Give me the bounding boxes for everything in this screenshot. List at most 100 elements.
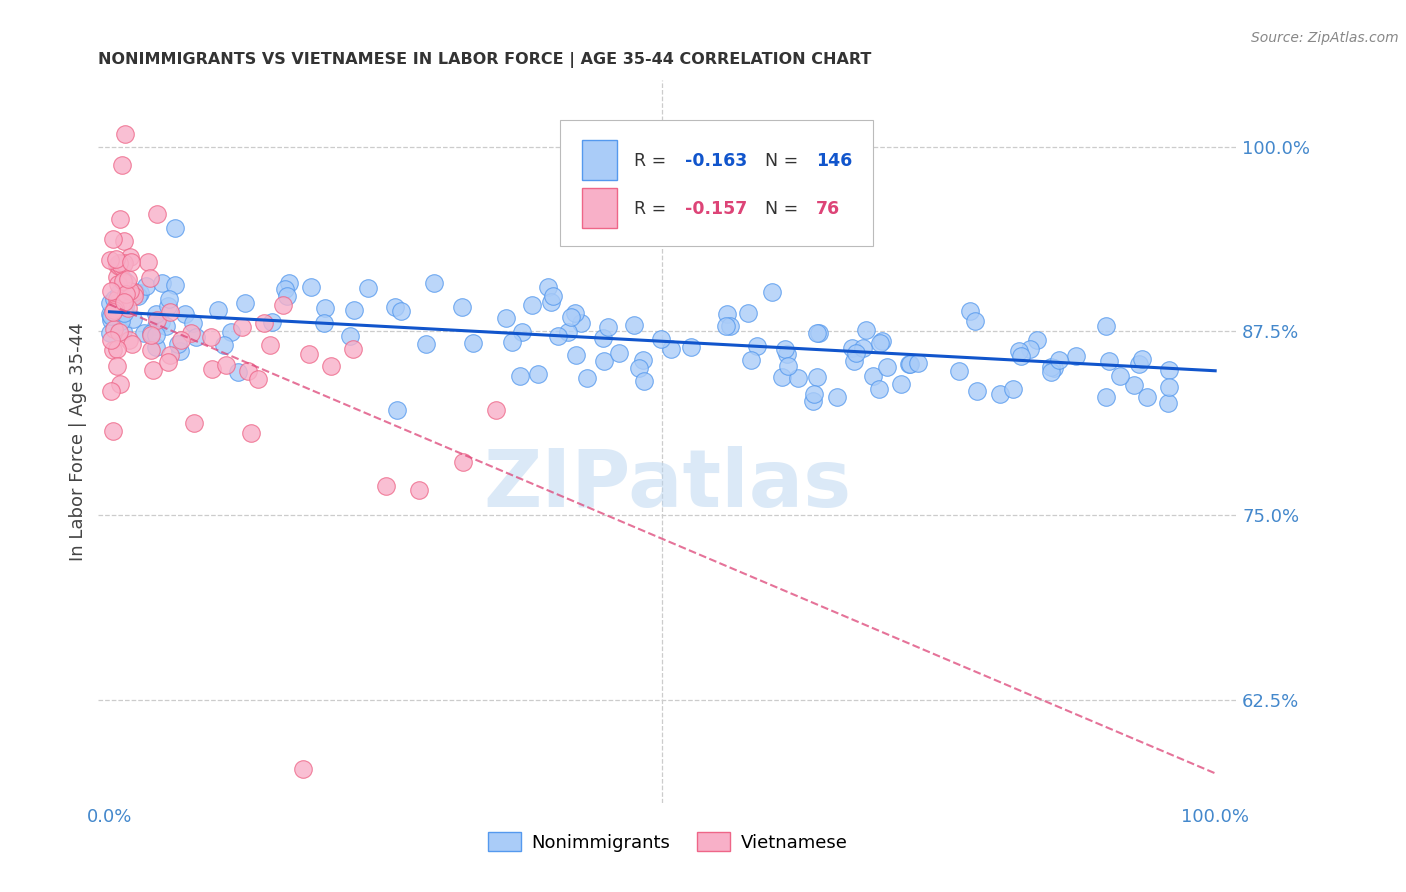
Point	[136, 254, 159, 268]
Text: -0.163: -0.163	[685, 153, 747, 170]
Point	[716, 319, 738, 334]
Point	[273, 298, 295, 312]
Point	[169, 343, 191, 358]
Point	[1001, 382, 1024, 396]
Point	[115, 287, 138, 301]
Point	[770, 370, 793, 384]
Point	[107, 270, 129, 285]
Point	[110, 260, 132, 274]
Point	[103, 302, 125, 317]
Point	[557, 326, 579, 340]
Point	[145, 307, 167, 321]
Text: N =: N =	[765, 200, 803, 218]
Point	[100, 312, 122, 326]
Point	[159, 304, 181, 318]
Point	[120, 284, 142, 298]
Point	[628, 360, 651, 375]
Point	[453, 455, 475, 469]
Point	[633, 374, 655, 388]
Point	[127, 289, 149, 303]
Point	[145, 318, 167, 333]
Point	[236, 364, 259, 378]
Point	[112, 324, 135, 338]
Point	[132, 326, 155, 341]
Legend: Nonimmigrants, Vietnamese: Nonimmigrants, Vietnamese	[481, 825, 855, 859]
Point	[342, 342, 364, 356]
Point	[510, 325, 533, 339]
Point	[803, 387, 825, 401]
Point	[107, 294, 129, 309]
Point	[1095, 390, 1118, 404]
Point	[776, 346, 799, 360]
Point	[105, 359, 128, 373]
Point	[274, 282, 297, 296]
Point	[233, 296, 256, 310]
Point	[139, 343, 162, 358]
Point	[1156, 396, 1178, 410]
Point	[868, 382, 890, 396]
Point	[423, 276, 446, 290]
Point	[200, 330, 222, 344]
Point	[117, 333, 139, 347]
Point	[201, 362, 224, 376]
Point	[845, 345, 868, 359]
Point	[231, 319, 253, 334]
Point	[100, 252, 122, 267]
Point	[1040, 360, 1063, 375]
Point	[988, 387, 1011, 401]
Point	[122, 285, 145, 299]
Point	[145, 340, 167, 354]
Point	[461, 336, 484, 351]
Point	[890, 376, 912, 391]
Point	[111, 158, 134, 172]
Point	[740, 353, 762, 368]
Point	[159, 292, 181, 306]
Point	[135, 279, 157, 293]
Point	[105, 292, 128, 306]
Point	[155, 318, 177, 333]
Point	[100, 307, 122, 321]
Point	[547, 329, 569, 343]
Point	[214, 338, 236, 352]
Point	[520, 298, 543, 312]
Point	[1025, 334, 1047, 348]
Point	[569, 316, 592, 330]
Point	[157, 355, 180, 369]
Point	[374, 479, 396, 493]
Point	[299, 280, 322, 294]
Point	[122, 312, 145, 326]
Text: -0.157: -0.157	[685, 200, 747, 218]
Point	[718, 319, 741, 334]
Point	[101, 424, 124, 438]
Text: N =: N =	[765, 153, 803, 170]
Point	[100, 310, 122, 324]
Point	[897, 357, 920, 371]
Point	[100, 296, 122, 310]
Point	[339, 329, 361, 343]
Point	[110, 296, 132, 310]
Point	[107, 304, 129, 318]
Point	[855, 323, 877, 337]
Point	[384, 301, 406, 315]
Point	[100, 326, 122, 340]
Point	[1157, 379, 1180, 393]
Point	[240, 425, 263, 440]
Point	[1128, 357, 1150, 371]
Point	[966, 384, 988, 398]
Point	[659, 342, 682, 356]
Point	[876, 359, 898, 374]
Point	[112, 295, 135, 310]
Point	[112, 273, 135, 287]
Point	[801, 393, 824, 408]
Point	[121, 337, 143, 351]
Point	[110, 314, 132, 328]
Point	[104, 301, 127, 315]
Text: NONIMMIGRANTS VS VIETNAMESE IN LABOR FORCE | AGE 35-44 CORRELATION CHART: NONIMMIGRANTS VS VIETNAMESE IN LABOR FOR…	[98, 52, 872, 68]
Point	[565, 348, 588, 362]
Point	[737, 306, 759, 320]
Point	[451, 301, 474, 315]
Point	[101, 305, 124, 319]
Point	[389, 303, 412, 318]
Point	[592, 353, 614, 368]
Point	[1157, 362, 1180, 376]
